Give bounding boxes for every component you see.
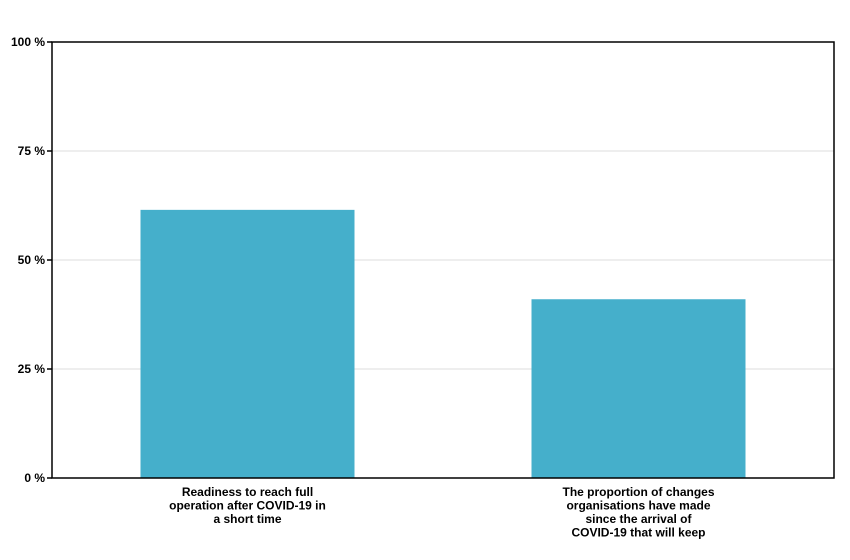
bars	[140, 209, 746, 479]
y-tick-label: 0 %	[24, 471, 45, 485]
x-axis-labels: Readiness to reach full operation after C…	[169, 485, 715, 540]
bar	[531, 299, 746, 478]
x-category-label: The proportion of changes organisations h…	[563, 485, 715, 540]
y-tick-label: 100 %	[11, 35, 45, 49]
x-category-label: Readiness to reach full operation after C…	[169, 485, 326, 526]
y-tick-label: 50 %	[18, 253, 46, 267]
y-tick-label: 75 %	[18, 144, 46, 158]
y-tick-label: 25 %	[18, 362, 46, 376]
y-axis-ticks: 0 % 25 % 50 % 75 % 100 %	[11, 35, 52, 485]
bar	[140, 209, 355, 479]
